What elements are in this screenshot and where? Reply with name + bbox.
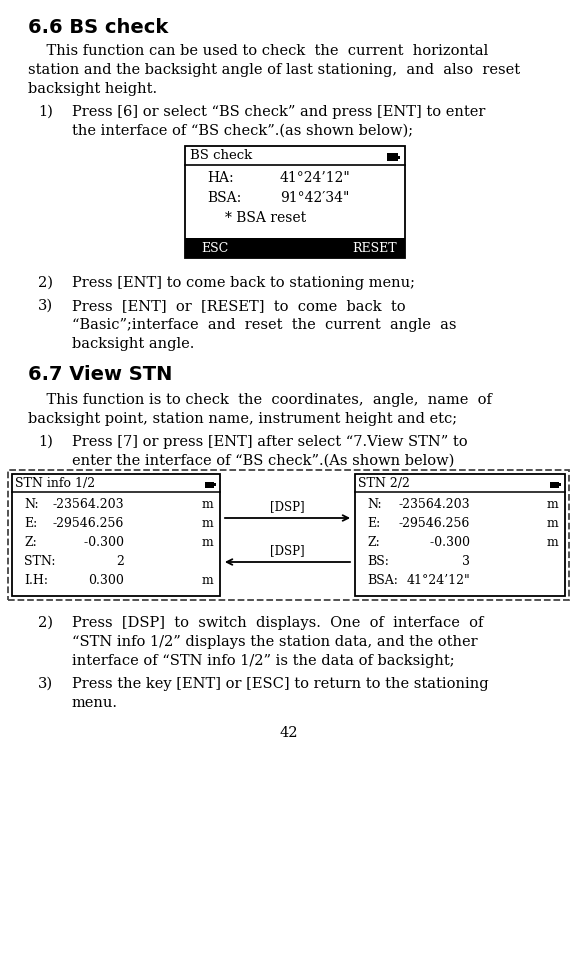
Text: [DSP]: [DSP]	[270, 500, 305, 513]
Text: -0.300: -0.300	[76, 536, 124, 549]
Text: interface of “STN info 1/2” is the data of backsight;: interface of “STN info 1/2” is the data …	[72, 654, 455, 668]
Text: backsight height.: backsight height.	[28, 82, 157, 96]
Text: “Basic”;interface  and  reset  the  current  angle  as: “Basic”;interface and reset the current …	[72, 318, 456, 332]
Text: 6.6 BS check: 6.6 BS check	[28, 18, 168, 37]
Text: m: m	[547, 517, 559, 530]
Text: BSA:: BSA:	[367, 574, 398, 587]
Text: N:: N:	[24, 498, 39, 511]
Bar	[355, 474, 565, 596]
Text: Press [ENT] to come back to stationing menu;: Press [ENT] to come back to stationing m…	[72, 276, 415, 290]
Text: BS check: BS check	[190, 149, 252, 162]
Text: Z:: Z:	[24, 536, 37, 549]
Text: 42: 42	[279, 726, 298, 740]
Text: -29546.256: -29546.256	[53, 517, 124, 530]
Text: Press  [DSP]  to  switch  displays.  One  of  interface  of: Press [DSP] to switch displays. One of i…	[72, 616, 484, 630]
Text: STN:: STN:	[24, 555, 55, 568]
Text: 41°24’12": 41°24’12"	[280, 171, 351, 185]
Text: 3: 3	[462, 555, 470, 568]
Text: m: m	[202, 498, 213, 511]
Text: enter the interface of “BS check”.(As shown below): enter the interface of “BS check”.(As sh…	[72, 454, 454, 468]
Text: E:: E:	[367, 517, 380, 530]
Bar	[387, 153, 398, 161]
Text: 2): 2)	[38, 276, 53, 290]
Bar	[559, 483, 561, 486]
Bar	[12, 474, 220, 596]
Text: RESET: RESET	[353, 241, 398, 254]
Text: Press  [ENT]  or  [RESET]  to  come  back  to: Press [ENT] or [RESET] to come back to	[72, 299, 406, 313]
Text: -23564.203: -23564.203	[398, 498, 470, 511]
Text: m: m	[202, 517, 213, 530]
Text: 2): 2)	[38, 616, 53, 630]
Text: 91°42′34": 91°42′34"	[280, 191, 350, 205]
Text: “STN info 1/2” displays the station data, and the other: “STN info 1/2” displays the station data…	[72, 635, 478, 649]
Text: STN 2/2: STN 2/2	[358, 477, 410, 490]
Text: -0.300: -0.300	[422, 536, 470, 549]
Text: HA:: HA:	[207, 171, 234, 185]
Text: backsight angle.: backsight angle.	[72, 337, 194, 351]
Bar	[205, 482, 214, 488]
Text: -29546.256: -29546.256	[399, 517, 470, 530]
Bar	[214, 483, 216, 486]
Text: the interface of “BS check”.(as shown below);: the interface of “BS check”.(as shown be…	[72, 124, 413, 138]
Text: 1): 1)	[38, 435, 53, 449]
Text: 6.7 View STN: 6.7 View STN	[28, 365, 173, 384]
Text: BS:: BS:	[367, 555, 389, 568]
Text: 3): 3)	[38, 299, 53, 313]
Bar	[185, 238, 405, 258]
Text: [DSP]: [DSP]	[270, 544, 305, 557]
Text: N:: N:	[367, 498, 381, 511]
Text: ESC: ESC	[201, 241, 228, 254]
Text: station and the backsight angle of last stationing,  and  also  reset: station and the backsight angle of last …	[28, 63, 520, 77]
Text: 0.300: 0.300	[88, 574, 124, 587]
Text: BSA:: BSA:	[207, 191, 241, 205]
Text: 1): 1)	[38, 105, 53, 119]
Text: m: m	[547, 536, 559, 549]
Text: -23564.203: -23564.203	[53, 498, 124, 511]
Text: menu.: menu.	[72, 696, 118, 710]
Text: Z:: Z:	[367, 536, 380, 549]
Text: This function is to check  the  coordinates,  angle,  name  of: This function is to check the coordinate…	[28, 393, 492, 407]
Text: I.H:: I.H:	[24, 574, 48, 587]
Text: 3): 3)	[38, 677, 53, 691]
Bar	[185, 146, 405, 258]
Text: E:: E:	[24, 517, 38, 530]
Text: 41°24’12": 41°24’12"	[406, 574, 470, 587]
Text: m: m	[202, 536, 213, 549]
Text: STN info 1/2: STN info 1/2	[15, 477, 95, 490]
Text: Press [6] or select “BS check” and press [ENT] to enter: Press [6] or select “BS check” and press…	[72, 105, 485, 119]
Bar	[398, 155, 400, 158]
Text: m: m	[547, 498, 559, 511]
Text: Press the key [ENT] or [ESC] to return to the stationing: Press the key [ENT] or [ESC] to return t…	[72, 677, 489, 691]
Text: m: m	[202, 574, 213, 587]
Text: This function can be used to check  the  current  horizontal: This function can be used to check the c…	[28, 44, 488, 58]
Text: Press [7] or press [ENT] after select “7.View STN” to: Press [7] or press [ENT] after select “7…	[72, 435, 467, 449]
Bar	[8, 470, 569, 600]
Text: backsight point, station name, instrument height and etc;: backsight point, station name, instrumen…	[28, 412, 457, 426]
Text: 2: 2	[116, 555, 124, 568]
Text: * BSA reset: * BSA reset	[225, 211, 306, 225]
Bar	[550, 482, 559, 488]
